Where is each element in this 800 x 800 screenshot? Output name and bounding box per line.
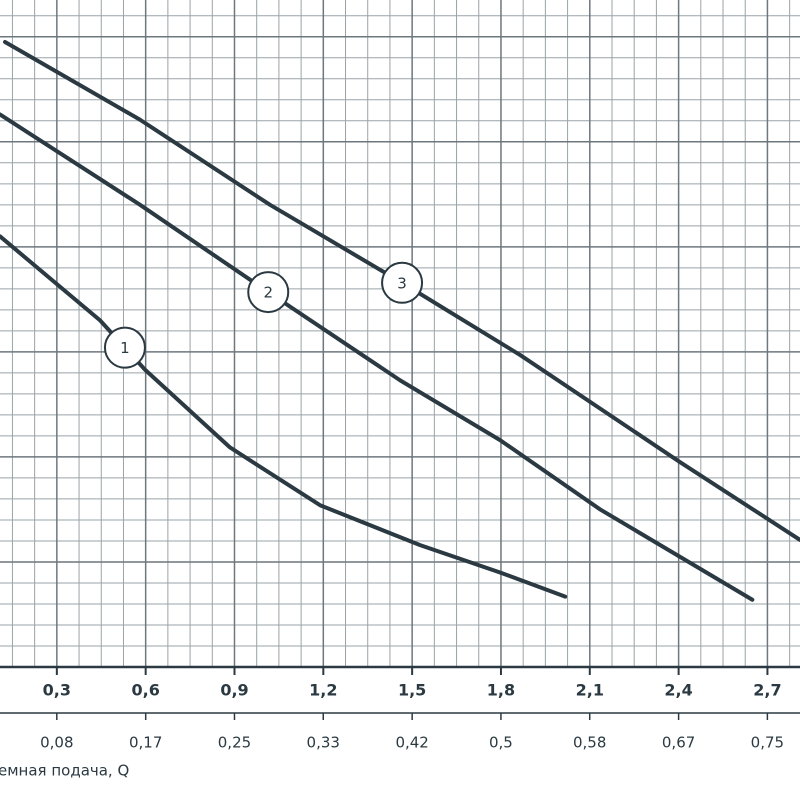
x2-tick-label: 0,33 bbox=[307, 734, 340, 752]
x2-tick-label: 0,08 bbox=[40, 734, 73, 752]
x2-tick-label: 0,25 bbox=[218, 734, 251, 752]
curve-label: 3 bbox=[397, 274, 407, 292]
curve bbox=[0, 112, 755, 602]
x-tick-label: 1,2 bbox=[309, 681, 337, 700]
x-tick-label: 2,7 bbox=[753, 681, 781, 700]
x2-tick-label: 0,75 bbox=[751, 734, 784, 752]
curve-label: 2 bbox=[263, 284, 273, 302]
curve-label: 1 bbox=[120, 339, 130, 357]
x-tick-label: 1,8 bbox=[487, 681, 515, 700]
curve-label-circle bbox=[381, 261, 424, 304]
x-tick-label: 0,9 bbox=[220, 681, 248, 700]
x-axis-label: емная подача, Q bbox=[0, 762, 129, 780]
x-tick-label: 2,1 bbox=[576, 681, 604, 700]
x-tick-label: 1,5 bbox=[398, 681, 426, 700]
x2-tick-label: 0,58 bbox=[573, 734, 606, 752]
x2-tick-label: 0,67 bbox=[662, 734, 695, 752]
x2-tick-label: 0,17 bbox=[129, 734, 162, 752]
x2-tick-label: 0,42 bbox=[395, 734, 428, 752]
x2-tick-label: 0,5 bbox=[489, 734, 513, 752]
x-tick-label: 0,6 bbox=[131, 681, 159, 700]
x-tick-label: 0,3 bbox=[43, 681, 71, 700]
curve-label-circle bbox=[247, 271, 290, 314]
curve bbox=[0, 234, 568, 599]
curve-label-circle bbox=[103, 326, 146, 369]
x-tick-label: 2,4 bbox=[664, 681, 692, 700]
